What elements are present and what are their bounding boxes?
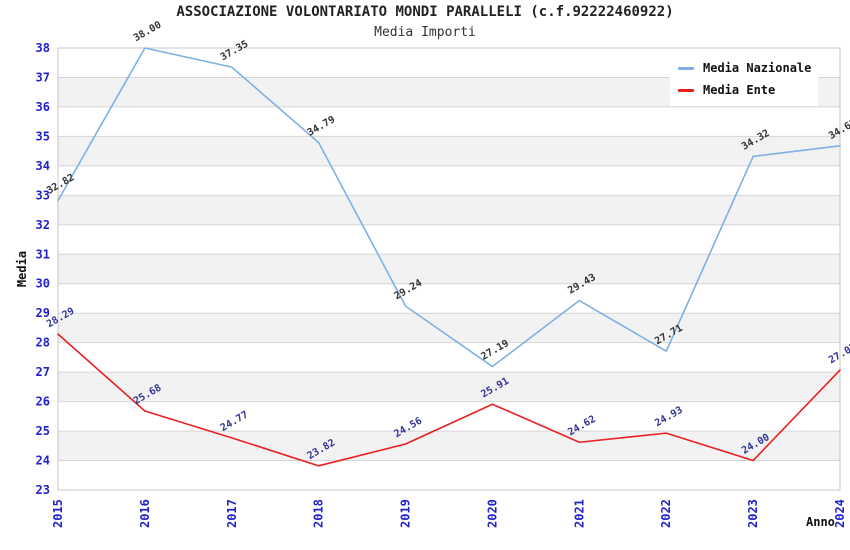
x-tick-label: 2019 [399, 499, 413, 528]
y-tick-label: 30 [36, 277, 50, 291]
x-tick-label: 2022 [659, 499, 673, 528]
y-tick-label: 37 [36, 70, 50, 84]
y-axis-title: Media [15, 250, 30, 288]
x-tick-label: 2021 [572, 499, 586, 528]
y-tick-label: 25 [36, 424, 50, 438]
media-ente-line-swatch-icon [678, 88, 694, 92]
plot-border [57, 47, 841, 491]
y-tick-label: 23 [36, 483, 50, 497]
series-line-media-ente [57, 333, 841, 467]
chart-title: ASSOCIAZIONE VOLONTARIATO MONDI PARALLEL… [176, 4, 674, 20]
y-tick-label: 29 [36, 306, 50, 320]
y-tick-label: 36 [36, 100, 50, 114]
y-tick-label: 34 [36, 159, 50, 173]
point-value-label: 24.77 [219, 409, 251, 434]
grid-band [58, 431, 840, 461]
media-nazionale-line-swatch-icon [678, 66, 694, 70]
point-value-label: 24.93 [653, 405, 685, 430]
y-tick-label: 28 [36, 336, 50, 350]
y-tick-label: 33 [36, 188, 50, 202]
y-tick-label: 24 [36, 454, 50, 468]
point-value-label: 38.00 [132, 20, 164, 45]
x-tick-label: 2018 [312, 499, 326, 528]
legend-label: Media Ente [703, 83, 776, 97]
point-value-label: 37.35 [219, 39, 251, 64]
x-tick-label: 2020 [485, 499, 499, 528]
point-value-label: 27.07 [827, 342, 850, 367]
series-line-media-nazionale [57, 47, 841, 368]
point-value-label: 32.82 [45, 172, 77, 197]
legend-label: Media Nazionale [703, 61, 812, 75]
x-tick-label: 2015 [51, 499, 65, 528]
x-tick-label: 2017 [225, 499, 239, 528]
point-value-label: 34.79 [306, 114, 338, 139]
grid-band [58, 372, 840, 402]
y-tick-label: 26 [36, 395, 50, 409]
grid-band [58, 254, 840, 284]
grid-band [58, 136, 840, 166]
grid-band [58, 195, 840, 225]
y-tick-label: 31 [36, 247, 50, 261]
y-tick-label: 38 [36, 41, 50, 55]
point-value-label: 34.68 [827, 117, 850, 142]
legend: Media Nazionale Media Ente [670, 52, 818, 106]
x-tick-label: 2024 [833, 499, 847, 528]
legend-item-media-nazionale: Media Nazionale [678, 57, 812, 79]
x-tick-label: 2023 [746, 499, 760, 528]
legend-item-media-ente: Media Ente [678, 79, 810, 101]
x-tick-label: 2016 [138, 499, 152, 528]
chart-subtitle: Media Importi [374, 25, 476, 40]
y-tick-label: 35 [36, 129, 50, 143]
y-tick-label: 27 [36, 365, 50, 379]
grid-band [58, 313, 840, 343]
x-axis-title: Anno [806, 515, 835, 529]
y-tick-label: 32 [36, 218, 50, 232]
